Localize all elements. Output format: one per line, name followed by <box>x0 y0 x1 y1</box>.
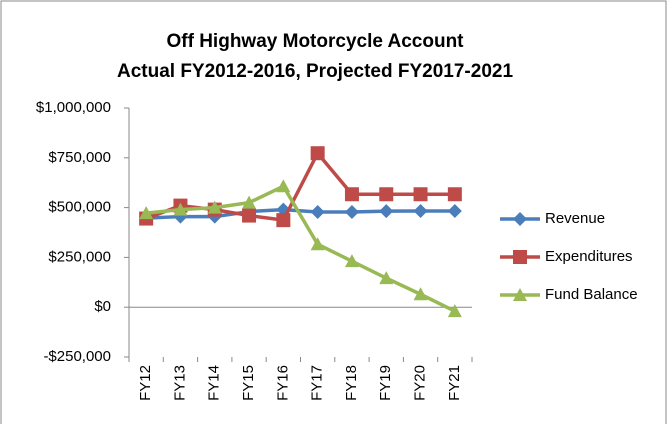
data-point <box>207 200 222 214</box>
chart-subtitle: Actual FY2012-2016, Projected FY2017-202… <box>117 61 513 82</box>
x-tick-label: FY18 <box>343 365 360 401</box>
y-tick-label: $0 <box>94 298 111 315</box>
data-point <box>413 203 428 218</box>
y-tick-label: $250,000 <box>48 248 111 265</box>
legend-label: Revenue <box>545 210 605 227</box>
chart-title: Off Highway Motorcycle Account <box>167 31 465 52</box>
data-point <box>242 208 257 223</box>
data-point <box>344 187 359 202</box>
data-point <box>139 206 154 220</box>
y-tick-label: $1,000,000 <box>36 99 111 116</box>
series-line <box>145 184 456 313</box>
data-point <box>173 202 188 216</box>
data-point <box>379 187 394 202</box>
data-point <box>310 237 325 251</box>
y-tick-label: -$250,000 <box>43 348 111 365</box>
data-point <box>413 187 428 202</box>
legend-label: Expenditures <box>545 248 633 265</box>
data-point <box>242 195 257 209</box>
x-tick-label: FY13 <box>171 365 188 401</box>
legend-marker <box>513 250 527 264</box>
x-tick-label: FY20 <box>412 365 429 401</box>
data-point <box>310 204 325 219</box>
data-point <box>276 213 291 228</box>
data-point <box>447 187 462 202</box>
x-tick-label: FY17 <box>309 365 326 401</box>
x-tick-label: FY16 <box>274 365 291 401</box>
x-tick-label: FY15 <box>240 365 257 401</box>
x-tick-label: FY19 <box>377 365 394 401</box>
data-point <box>344 204 359 219</box>
x-tick-label: FY12 <box>137 365 154 401</box>
x-tick-label: FY14 <box>206 365 223 401</box>
data-point <box>447 304 462 318</box>
legend-marker <box>513 288 527 301</box>
legend-label: Fund Balance <box>545 286 638 303</box>
data-point <box>379 271 394 285</box>
data-point <box>447 203 462 218</box>
data-point <box>310 146 325 161</box>
data-point <box>276 179 291 193</box>
y-tick-label: $750,000 <box>48 149 111 166</box>
y-tick-label: $500,000 <box>48 199 111 216</box>
data-point <box>379 204 394 219</box>
series-line <box>146 207 455 220</box>
data-point <box>344 254 359 268</box>
legend-marker <box>513 212 527 226</box>
data-point <box>413 287 428 301</box>
x-tick-label: FY21 <box>446 365 463 401</box>
